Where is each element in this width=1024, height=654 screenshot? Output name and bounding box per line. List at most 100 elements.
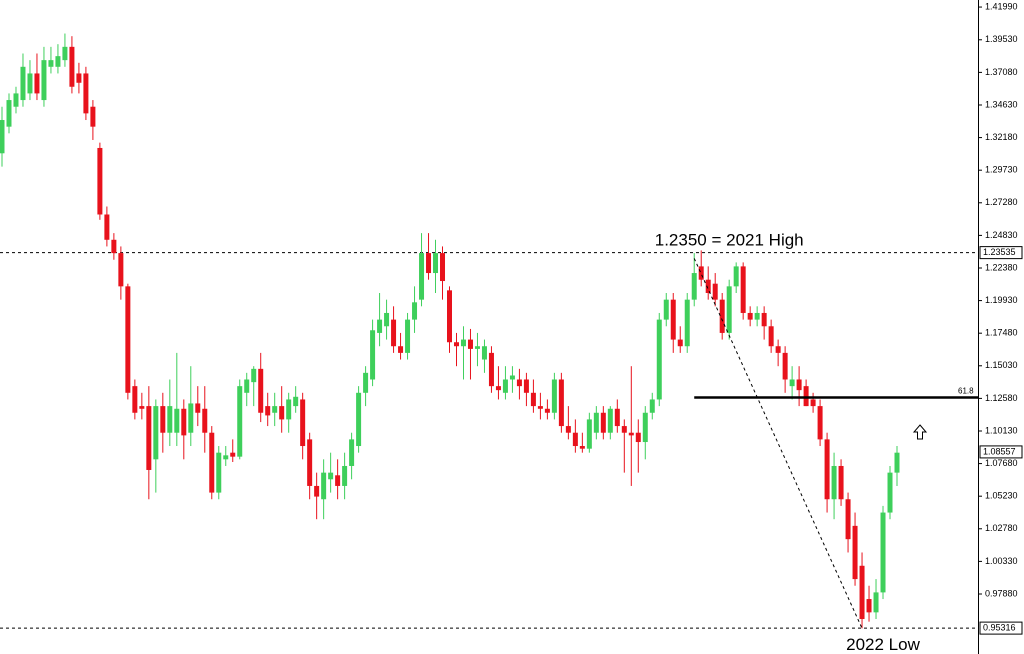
candle-body: [286, 399, 292, 420]
candle-body: [146, 406, 152, 470]
candle-body: [873, 592, 879, 613]
candle-body: [733, 266, 739, 287]
candle-body: [670, 299, 676, 340]
candle-body: [356, 392, 362, 447]
candle-body: [321, 472, 327, 500]
candle-body: [167, 406, 173, 433]
candle-body: [13, 93, 19, 107]
y-tick-label: 1.15030: [985, 360, 1018, 370]
candle-body: [831, 465, 837, 500]
candle-body: [27, 73, 33, 94]
candle-body: [55, 56, 61, 67]
candle-body: [740, 266, 746, 313]
candle-body: [726, 286, 732, 333]
candle-body: [279, 406, 285, 420]
candle-body: [293, 396, 299, 407]
candle-body: [419, 253, 425, 300]
candle-body: [495, 386, 501, 391]
candle-body: [244, 379, 250, 393]
candle-body: [516, 379, 522, 387]
candle-body: [502, 379, 508, 393]
annotation: 1.2350 = 2021 High: [655, 231, 804, 250]
candle-body: [880, 512, 886, 593]
candle-body: [48, 60, 54, 67]
candle-body: [460, 339, 466, 347]
candle-body: [0, 120, 5, 154]
candle-body: [719, 299, 725, 333]
candle-body: [824, 439, 830, 500]
y-tick-label: 0.97880: [985, 588, 1018, 598]
candle-body: [202, 408, 208, 433]
candle-body: [398, 346, 404, 353]
candle-body: [335, 475, 341, 486]
candle-body: [530, 392, 536, 407]
candle-body: [782, 352, 788, 380]
candle-body: [195, 403, 201, 413]
y-tick-label: 1.10130: [985, 425, 1018, 435]
candle-body: [188, 403, 194, 433]
price-tag-label: 1.08557: [983, 446, 1016, 456]
candle-body: [20, 66, 26, 101]
candle-body: [377, 319, 383, 333]
candle-body: [684, 299, 690, 347]
candle-body: [572, 432, 578, 447]
candle-body: [125, 286, 131, 393]
candle-body: [307, 439, 313, 486]
candle-body: [642, 412, 648, 443]
price-tag-label: 1.23535: [983, 247, 1016, 257]
candle-body: [481, 346, 487, 360]
y-tick-label: 1.05230: [985, 491, 1018, 501]
candle-body: [90, 106, 96, 127]
candle-body: [838, 465, 844, 500]
candle-body: [104, 214, 110, 240]
candle-body: [118, 253, 124, 287]
trendline: [693, 258, 863, 629]
candle-body: [251, 368, 257, 383]
y-tick-label: 1.00330: [985, 556, 1018, 566]
candle-body: [223, 455, 229, 460]
candle-body: [111, 239, 117, 254]
candle-body: [69, 46, 75, 87]
candle-body: [845, 499, 851, 540]
candle-body: [467, 339, 473, 349]
fib-label: 61.8: [958, 387, 974, 396]
y-tick-label: 1.34630: [985, 99, 1018, 109]
candle-body: [139, 406, 145, 409]
candle-body: [349, 439, 355, 466]
candle-body: [607, 408, 613, 433]
candle-body: [230, 452, 236, 457]
candle-body: [405, 319, 411, 353]
candle-body: [586, 419, 592, 449]
y-tick-label: 1.24830: [985, 230, 1018, 240]
y-tick-label: 1.22380: [985, 262, 1018, 272]
candle-body: [523, 379, 529, 393]
candle-body: [328, 472, 334, 480]
candle-body: [300, 399, 306, 447]
candle-body: [649, 399, 655, 413]
candle-body: [551, 379, 557, 413]
candle-body: [544, 408, 550, 413]
candle-body: [76, 73, 82, 83]
candle-body: [579, 446, 585, 449]
y-tick-label: 1.39530: [985, 34, 1018, 44]
annotation: 2022 Low: [846, 635, 920, 654]
candle-body: [810, 399, 816, 407]
candle-body: [83, 73, 89, 114]
price-tag-box: [979, 246, 1023, 260]
candle-body: [852, 525, 858, 580]
candle-body: [272, 406, 278, 413]
candle-body: [656, 319, 662, 400]
y-tick-label: 1.02780: [985, 523, 1018, 533]
y-tick-label: 1.19930: [985, 295, 1018, 305]
candle-body: [705, 279, 711, 294]
candle-body: [391, 319, 397, 347]
candle-body: [775, 346, 781, 353]
candle-body: [635, 432, 641, 443]
candle-body: [426, 253, 432, 274]
y-tick-label: 1.32180: [985, 132, 1018, 142]
candle-body: [6, 100, 12, 127]
candle-body: [859, 565, 865, 620]
candle-body: [803, 386, 809, 407]
candle-body: [663, 299, 669, 320]
